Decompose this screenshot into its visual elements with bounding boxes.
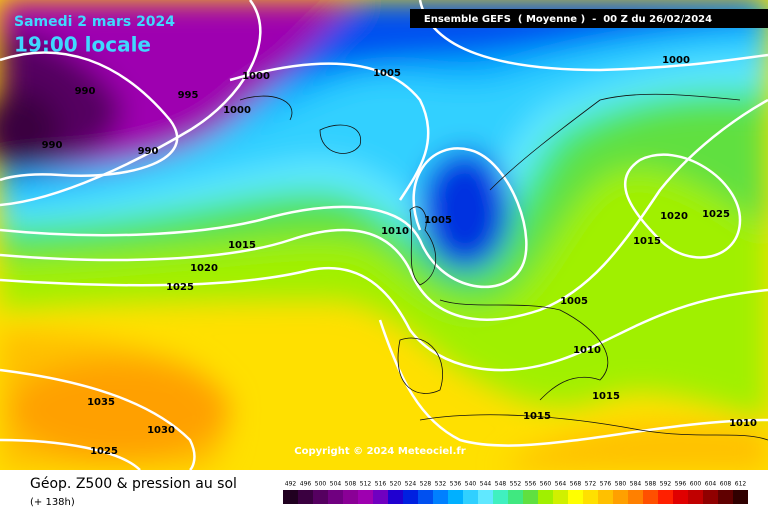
model-banner <box>410 9 768 28</box>
map-date: Samedi 2 mars 2024 <box>14 14 175 30</box>
footer-title: Géop. Z500 & pression au sol <box>30 476 237 492</box>
isobar-label: 1000 <box>242 71 270 82</box>
legend-swatch <box>613 490 628 504</box>
isobar-label: 1035 <box>87 397 115 408</box>
isobar-label: 1015 <box>228 240 256 251</box>
map-time: 19:00 locale <box>14 33 151 57</box>
legend-label: 552 <box>510 481 522 488</box>
isobar-label: 1030 <box>147 425 175 436</box>
legend-swatch <box>583 490 598 504</box>
legend-swatch <box>343 490 358 504</box>
isobar-label: 990 <box>75 86 96 97</box>
legend-swatch <box>508 490 523 504</box>
legend-label: 608 <box>720 481 732 488</box>
legend-swatch <box>478 490 493 504</box>
isobar-label: 1015 <box>523 411 551 422</box>
legend-label: 492 <box>285 481 297 488</box>
isobar-label: 1010 <box>381 226 409 237</box>
legend-label: 612 <box>735 481 747 488</box>
isobars <box>0 0 768 470</box>
legend-swatch <box>418 490 433 504</box>
legend-swatch <box>388 490 403 504</box>
legend-swatch <box>403 490 418 504</box>
legend-swatch <box>733 490 748 504</box>
isobar-label: 995 <box>178 90 199 101</box>
legend-swatch <box>523 490 538 504</box>
legend-label: 508 <box>345 481 357 488</box>
legend-label: 500 <box>315 481 327 488</box>
legend-label: 548 <box>495 481 507 488</box>
legend-swatch <box>313 490 328 504</box>
legend-label: 556 <box>525 481 537 488</box>
legend-label: 576 <box>600 481 612 488</box>
isobar-label: 1000 <box>223 105 251 116</box>
legend-swatch <box>538 490 553 504</box>
isobar-label: 1005 <box>373 68 401 79</box>
legend-swatch <box>358 490 373 504</box>
legend-label: 528 <box>420 481 432 488</box>
isobar-label: 990 <box>138 146 159 157</box>
legend-label: 516 <box>375 481 387 488</box>
legend-label: 600 <box>690 481 702 488</box>
map-field <box>0 0 768 470</box>
legend-swatch <box>658 490 673 504</box>
isobar-label: 1025 <box>166 282 194 293</box>
isobar-label: 1005 <box>424 215 452 226</box>
isobar-label: 1020 <box>660 211 688 222</box>
legend-label: 596 <box>675 481 687 488</box>
legend-label: 504 <box>330 481 342 488</box>
isobar-label: 1020 <box>190 263 218 274</box>
legend-label: 584 <box>630 481 642 488</box>
legend-swatch <box>628 490 643 504</box>
legend-swatch <box>598 490 613 504</box>
isobar-label: 1015 <box>592 391 620 402</box>
legend-swatch <box>373 490 388 504</box>
legend-swatch <box>688 490 703 504</box>
legend-swatch <box>718 490 733 504</box>
legend-label: 520 <box>390 481 402 488</box>
legend-swatch <box>283 490 298 504</box>
legend-label: 592 <box>660 481 672 488</box>
legend-swatch <box>493 490 508 504</box>
legend-swatch <box>433 490 448 504</box>
legend-label: 524 <box>405 481 417 488</box>
legend-label: 572 <box>585 481 597 488</box>
isobar-label: 1000 <box>662 55 690 66</box>
isobar-label: 1010 <box>573 345 601 356</box>
legend-swatch <box>673 490 688 504</box>
isobar-label: 1025 <box>90 446 118 457</box>
footer-lead: (+ 138h) <box>30 497 75 508</box>
legend-swatch <box>463 490 478 504</box>
copyright: Copyright © 2024 Meteociel.fr <box>294 446 465 457</box>
legend-label: 588 <box>645 481 657 488</box>
legend-swatch <box>643 490 658 504</box>
legend-label: 532 <box>435 481 447 488</box>
legend-label: 496 <box>300 481 312 488</box>
legend-swatch <box>553 490 568 504</box>
coastlines <box>239 93 768 441</box>
legend-label: 536 <box>450 481 462 488</box>
isobar-label: 1010 <box>729 418 757 429</box>
legend-label: 540 <box>465 481 477 488</box>
isobar-label: 1005 <box>560 296 588 307</box>
isobar-label: 1025 <box>702 209 730 220</box>
legend-swatch <box>298 490 313 504</box>
model-info: Ensemble GEFS ( Moyenne ) - 00 Z du 26/0… <box>424 14 712 25</box>
legend-label: 568 <box>570 481 582 488</box>
legend-swatch <box>703 490 718 504</box>
isobar-label: 1015 <box>633 236 661 247</box>
legend-label: 560 <box>540 481 552 488</box>
legend-swatch <box>568 490 583 504</box>
legend-swatch <box>448 490 463 504</box>
legend-label: 580 <box>615 481 627 488</box>
legend-label: 604 <box>705 481 717 488</box>
isobar-label: 990 <box>42 140 63 151</box>
legend-label: 512 <box>360 481 372 488</box>
legend-swatch <box>328 490 343 504</box>
legend-label: 564 <box>555 481 567 488</box>
legend-label: 544 <box>480 481 492 488</box>
